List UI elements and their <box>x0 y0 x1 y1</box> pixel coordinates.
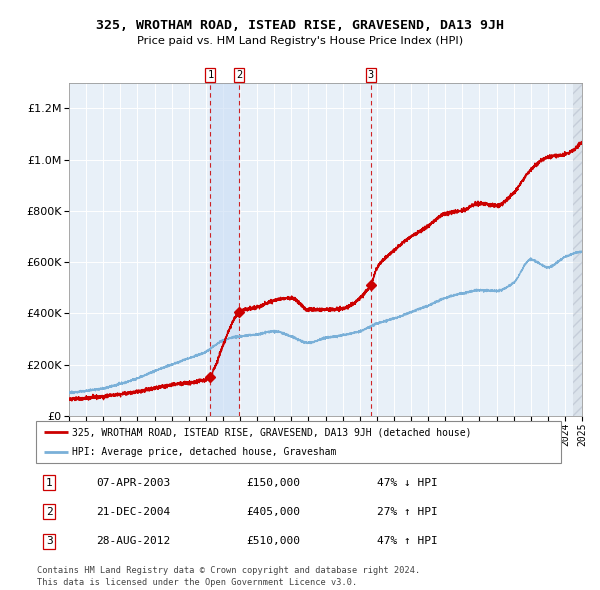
Text: 07-APR-2003: 07-APR-2003 <box>97 477 170 487</box>
Bar <box>574 83 582 416</box>
Text: 3: 3 <box>368 70 374 80</box>
Text: This data is licensed under the Open Government Licence v3.0.: This data is licensed under the Open Gov… <box>37 578 358 588</box>
Text: £405,000: £405,000 <box>246 507 300 517</box>
Text: 47% ↑ HPI: 47% ↑ HPI <box>377 536 438 546</box>
Text: HPI: Average price, detached house, Gravesham: HPI: Average price, detached house, Grav… <box>72 447 336 457</box>
Text: £510,000: £510,000 <box>246 536 300 546</box>
Text: 28-AUG-2012: 28-AUG-2012 <box>97 536 170 546</box>
Text: Price paid vs. HM Land Registry's House Price Index (HPI): Price paid vs. HM Land Registry's House … <box>137 37 463 46</box>
Text: 325, WROTHAM ROAD, ISTEAD RISE, GRAVESEND, DA13 9JH: 325, WROTHAM ROAD, ISTEAD RISE, GRAVESEN… <box>96 19 504 32</box>
Bar <box>211 83 239 416</box>
Text: Contains HM Land Registry data © Crown copyright and database right 2024.: Contains HM Land Registry data © Crown c… <box>37 566 421 575</box>
Text: 1: 1 <box>207 70 214 80</box>
Text: 3: 3 <box>46 536 53 546</box>
Bar <box>574 83 582 416</box>
Text: 1: 1 <box>46 477 53 487</box>
Text: £150,000: £150,000 <box>246 477 300 487</box>
Text: 21-DEC-2004: 21-DEC-2004 <box>97 507 170 517</box>
Text: 27% ↑ HPI: 27% ↑ HPI <box>377 507 438 517</box>
FancyBboxPatch shape <box>36 421 561 463</box>
Text: 325, WROTHAM ROAD, ISTEAD RISE, GRAVESEND, DA13 9JH (detached house): 325, WROTHAM ROAD, ISTEAD RISE, GRAVESEN… <box>72 427 471 437</box>
Text: 47% ↓ HPI: 47% ↓ HPI <box>377 477 438 487</box>
Text: 2: 2 <box>236 70 242 80</box>
Text: 2: 2 <box>46 507 53 517</box>
